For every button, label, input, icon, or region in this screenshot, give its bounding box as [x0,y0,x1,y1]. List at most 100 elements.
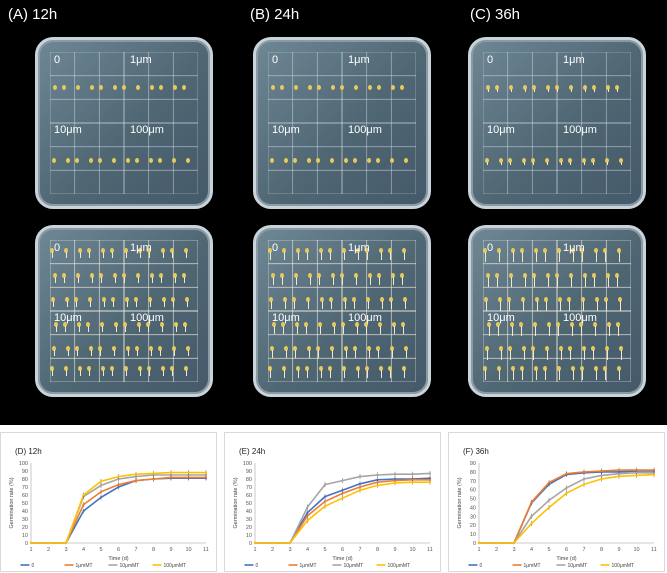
seed [495,84,499,90]
seed [485,158,489,164]
seed [511,248,515,253]
seed [147,248,151,253]
seed [509,272,513,278]
panel-title-c: (C) 36h [470,6,521,23]
seed [283,297,287,303]
data-point [341,489,344,492]
seed [98,158,102,164]
data-point [495,541,498,545]
seed [75,158,79,164]
sprout [489,325,490,336]
seed [568,158,572,164]
seed [308,272,312,278]
seed [519,321,523,327]
sprout [54,350,55,357]
sprout [136,301,137,308]
seed [268,248,272,253]
sprout [405,301,406,310]
treatment-label: 10μm [272,312,300,324]
sprout [368,301,369,310]
seed [400,84,404,90]
seed [172,158,176,164]
seed [293,158,297,164]
x-tick-label: 10 [409,547,415,553]
sprout [80,370,81,376]
seed [78,366,82,371]
seed [138,248,142,253]
seed [342,248,346,253]
seed [271,84,275,90]
data-point [134,479,138,482]
sprout [334,325,335,334]
sprout [65,325,66,332]
y-tick-label: 40 [470,505,476,511]
seed [354,84,358,90]
seed [126,158,130,164]
seed [174,321,178,327]
petri-plate: 0 1μm 10μm 100μm [468,225,646,397]
seed [376,158,380,164]
seed [161,248,165,253]
seed [293,346,297,352]
seed [282,248,286,253]
sprout [609,325,610,336]
plate-grid [268,52,416,194]
data-point [428,472,432,475]
data-point [271,541,274,545]
petri-plate: 0 1μm 10μm 100μm [253,37,431,209]
sprout [510,162,511,166]
treatment-label: 0 [272,242,279,254]
sprout [485,252,486,262]
y-tick-label: 30 [470,514,476,520]
sprout [282,276,283,285]
chart-d-12h: (D) 12h 0 10 20 30 40 50 60 70 80 90 100 1 2 3 4 5 6 7 8 9 1… [0,432,217,572]
seed [618,297,622,303]
chart-title: (D) 12h [15,447,42,456]
y-tick-label: 70 [246,485,252,491]
sprout [331,301,332,310]
sprout [619,370,620,380]
seed [305,366,309,371]
seed [377,272,381,278]
seed [135,158,139,164]
sprout [522,252,523,262]
seed [62,84,66,90]
seed [606,84,610,90]
seed [316,346,320,352]
sprout [393,276,394,285]
sprout [333,276,334,285]
sprout [306,325,307,334]
series-line [479,473,655,544]
sprout [536,252,537,262]
sprout [545,252,546,262]
seed [352,297,356,303]
seed [53,272,57,278]
seed [498,297,502,303]
seed [317,272,321,278]
data-point [323,483,327,486]
sprout [536,370,537,380]
seed [569,84,573,90]
seed [122,84,126,90]
sprout [607,350,608,361]
x-tick-label: 3 [512,547,515,553]
data-point [547,481,551,484]
sprout [124,276,125,283]
sprout [512,325,513,336]
x-tick-label: 1 [253,547,256,553]
seed [183,321,187,327]
sprout [608,276,609,287]
seed [124,248,128,253]
data-point [565,486,568,489]
data-point [323,495,327,498]
seed [496,321,500,327]
sprout [621,162,622,166]
seed [495,272,499,278]
x-tick-label: 6 [341,547,344,553]
sprout [92,276,93,283]
sprout [176,325,177,332]
seed [619,158,623,164]
seed [570,321,574,327]
data-point [358,475,362,478]
x-tick-label: 2 [47,547,50,553]
